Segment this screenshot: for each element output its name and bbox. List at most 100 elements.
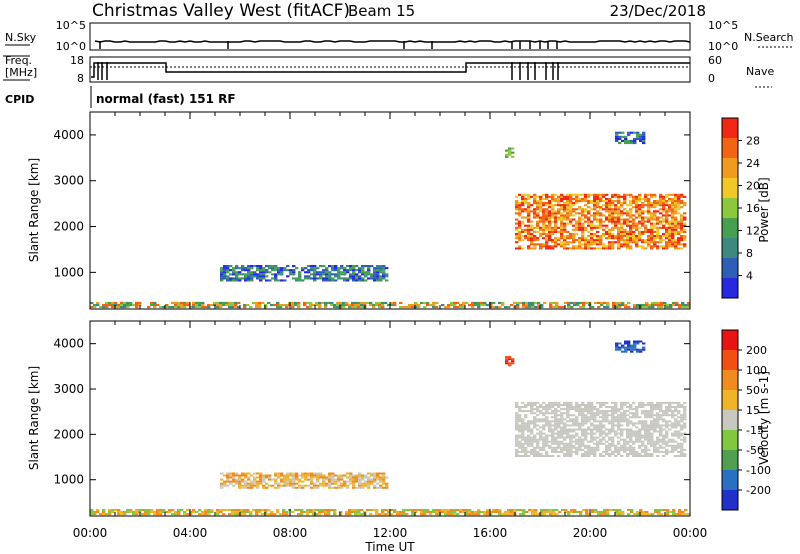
heatmap-cell xyxy=(542,232,546,235)
heatmap-cell xyxy=(256,486,260,489)
heatmap-cell xyxy=(379,480,383,483)
heatmap-cell xyxy=(620,243,624,246)
heatmap-cell xyxy=(602,430,606,433)
heatmap-cell xyxy=(256,482,260,485)
heatmap-cell xyxy=(555,509,559,511)
heatmap-cell xyxy=(343,267,347,270)
heatmap-cell xyxy=(653,406,657,408)
heatmap-cell xyxy=(569,440,573,443)
heatmap-cell xyxy=(382,277,386,280)
heatmap-cell xyxy=(660,513,664,516)
heatmap-cell xyxy=(183,306,187,309)
heatmap-cell xyxy=(402,511,406,513)
heatmap-cell xyxy=(623,200,627,203)
heatmap-cell xyxy=(226,267,230,270)
heatmap-cell xyxy=(358,275,362,278)
heatmap-cell xyxy=(153,306,157,309)
heatmap-cell xyxy=(563,222,567,225)
heatmap-cell xyxy=(623,414,627,417)
heatmap-cell xyxy=(129,511,133,513)
heatmap-cell xyxy=(650,247,654,250)
heatmap-cell xyxy=(671,448,675,451)
heatmap-cell xyxy=(578,245,582,248)
heatmap-cell xyxy=(545,245,549,248)
heatmap-cell xyxy=(370,273,374,276)
heatmap-cell xyxy=(237,513,241,516)
heatmap-cell xyxy=(533,434,537,437)
heatmap-cell xyxy=(647,414,651,417)
heatmap-cell xyxy=(557,410,561,413)
heatmap-cell xyxy=(548,424,552,427)
heatmap-cell xyxy=(489,306,493,309)
heatmap-cell xyxy=(521,228,525,231)
heatmap-cell xyxy=(536,243,540,246)
heatmap-cell xyxy=(608,455,612,457)
heatmap-cell xyxy=(623,193,627,196)
heatmap-cell xyxy=(521,204,525,207)
heatmap-cell xyxy=(530,237,534,240)
heatmap-cell xyxy=(683,401,687,404)
heatmap-cell xyxy=(432,301,436,304)
heatmap-cell xyxy=(683,453,687,455)
heatmap-cell xyxy=(644,410,648,413)
heatmap-cell xyxy=(346,484,350,487)
heatmap-cell xyxy=(328,277,332,280)
heatmap-cell xyxy=(382,273,386,276)
heatmap-cell xyxy=(549,511,553,513)
heatmap-cell xyxy=(627,131,631,134)
heatmap-cell xyxy=(683,414,687,417)
heatmap-cell xyxy=(671,412,675,415)
heatmap-cell xyxy=(624,142,628,145)
heatmap-cell xyxy=(328,478,332,481)
heatmap-cell xyxy=(623,212,627,215)
heatmap-cell xyxy=(572,428,576,431)
heatmap-cell xyxy=(623,222,627,225)
heatmap-cell xyxy=(349,480,353,483)
heatmap-cell xyxy=(636,137,640,140)
heatmap-cell xyxy=(111,509,115,511)
heatmap-cell xyxy=(522,304,526,307)
heatmap-cell xyxy=(593,247,597,250)
colorbar-tick-label: -15 xyxy=(746,424,764,437)
heatmap-cell xyxy=(659,200,663,203)
heatmap-cell xyxy=(536,444,540,447)
heatmap-cell xyxy=(539,453,543,455)
heatmap-cell xyxy=(668,245,672,248)
heatmap-cell xyxy=(518,414,522,417)
heatmap-cell xyxy=(222,301,226,304)
heatmap-cell xyxy=(662,220,666,223)
heatmap-cell xyxy=(265,482,269,485)
heatmap-cell xyxy=(668,214,672,217)
heatmap-cell xyxy=(635,208,639,211)
heatmap-cell xyxy=(605,206,609,209)
heatmap-cell xyxy=(280,472,284,475)
heatmap-cell xyxy=(641,436,645,439)
heatmap-cell xyxy=(132,304,136,307)
heatmap-cell xyxy=(570,301,574,304)
heatmap-cell xyxy=(527,440,531,443)
heatmap-cell xyxy=(249,511,253,513)
heatmap-cell xyxy=(375,511,379,513)
heatmap-cell xyxy=(515,406,519,408)
heatmap-cell xyxy=(527,197,531,200)
heatmap-cell xyxy=(578,428,582,431)
heatmap-cell xyxy=(240,513,244,516)
heatmap-cell xyxy=(183,304,187,307)
heatmap-cell xyxy=(608,247,612,250)
heatmap-cell xyxy=(617,247,621,250)
heatmap-cell xyxy=(611,222,615,225)
heatmap-cell xyxy=(327,511,331,513)
heatmap-cell xyxy=(602,418,606,421)
heatmap-cell xyxy=(638,214,642,217)
heatmap-cell xyxy=(584,216,588,219)
heatmap-cell xyxy=(505,153,509,156)
heatmap-cell xyxy=(542,208,546,211)
heatmap-cell xyxy=(608,446,612,449)
heatmap-cell xyxy=(265,279,269,282)
heatmap-cell xyxy=(307,275,311,278)
heatmap-cell xyxy=(653,216,657,219)
heatmap-cell xyxy=(608,197,612,200)
heatmap-cell xyxy=(379,271,383,274)
heatmap-cell xyxy=(587,241,591,244)
